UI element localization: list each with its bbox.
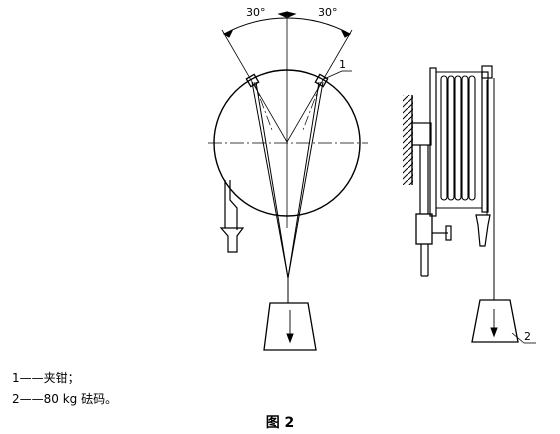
angle-arrow-right: [340, 30, 352, 38]
valve-body: [415, 213, 433, 245]
legend-dash: ——: [19, 392, 44, 406]
wall-hatch: [403, 95, 413, 185]
reel-drum: [213, 69, 361, 217]
legend-text: 夹钳；: [43, 371, 80, 385]
clamp-right: [314, 73, 329, 88]
reel-front-flange: [481, 71, 489, 213]
weight-front: [263, 302, 317, 351]
weight-side: [471, 299, 519, 343]
hose-strand-4: [287, 81, 324, 279]
legend-dash: ——: [19, 371, 44, 385]
side-top-fitting: [481, 65, 493, 79]
angle-arc: [223, 17, 351, 35]
angle-arrow-left: [222, 30, 234, 38]
legend-key: 1: [12, 371, 20, 385]
callout-2-leader: [511, 332, 525, 344]
angle-line-left: [221, 29, 288, 143]
side-clamp: [475, 214, 491, 247]
hose-strand-3: [287, 81, 320, 279]
hose-strand-2: [255, 81, 289, 279]
reel-back-plate: [429, 67, 437, 217]
nozzle-head: [219, 227, 245, 253]
angle-arrow-mid-right: [286, 11, 297, 18]
front-view: [208, 11, 368, 351]
side-view: [403, 65, 519, 343]
weight-side-arrowhead: [490, 327, 498, 338]
legend-text: 80 kg 砝码。: [43, 392, 118, 406]
figure-caption: 图 2: [265, 415, 295, 431]
hose-strand-1: [251, 81, 289, 279]
clamp-left: [245, 73, 260, 88]
legend-item-1: 1——夹钳；: [12, 369, 80, 386]
angle-arrow-mid-left: [277, 11, 288, 18]
nozzle-arm: [229, 180, 238, 230]
weight-front-arrowhead: [286, 333, 294, 344]
callout-2: 2: [524, 330, 531, 343]
valve-handwheel: [445, 225, 452, 241]
angle-label-left: 30°: [246, 6, 266, 19]
angle-label-right: 30°: [318, 6, 338, 19]
wall-bracket: [411, 122, 432, 146]
callout-1-leader: [323, 70, 343, 80]
legend-item-2: 2——80 kg 砝码。: [12, 390, 117, 407]
legend-key: 2: [12, 392, 20, 406]
callout-1: 1: [339, 58, 346, 71]
hose-coils: [440, 75, 476, 201]
